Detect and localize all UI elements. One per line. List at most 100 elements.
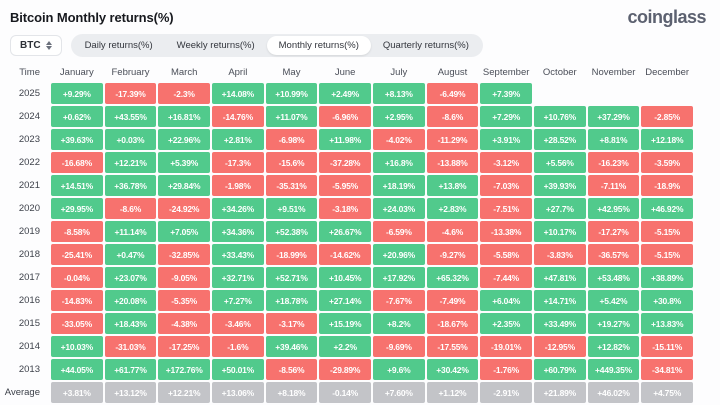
column-header-february: February (111, 67, 150, 78)
return-cell: -9.05% (158, 267, 210, 288)
column-header-july: July (390, 67, 408, 78)
return-cell: -6.59% (373, 221, 425, 242)
row-label-2019: 2019 (18, 226, 40, 237)
row-label-2025: 2025 (18, 88, 40, 99)
return-cell: -3.83% (534, 244, 586, 265)
tab-quarterly[interactable]: Quarterly returns(%) (382, 40, 469, 51)
return-cell: +1.12% (426, 382, 479, 403)
return-cell: -12.95% (534, 336, 586, 357)
tab-weekly[interactable]: Weekly returns(%) (176, 40, 255, 51)
return-cell: -6.98% (265, 129, 318, 150)
return-cell: -7.03% (480, 175, 532, 196)
return-cell: +29.84% (158, 175, 210, 196)
return-cell: +20.08% (104, 290, 157, 311)
table-body: 2025 +9.29% -17.39% -2.3% +14.08% +10.99% +2.4… (0, 82, 694, 405)
monthly-returns-table: Time January February March April May June July… (0, 63, 694, 405)
row-label-2020: 2020 (18, 203, 40, 214)
return-cell: -15.6% (265, 152, 318, 173)
return-cell: +50.01% (212, 359, 264, 380)
return-cell: +65.32% (426, 267, 479, 288)
return-cell: +13.12% (104, 382, 157, 403)
column-header-november: November (591, 67, 636, 78)
return-cell: +17.92% (373, 267, 425, 288)
return-cell: -29.89% (319, 359, 371, 380)
return-cell: +0.03% (104, 129, 157, 150)
return-cell: +43.55% (104, 106, 157, 127)
return-cell: -0.14% (319, 382, 371, 403)
return-cell: +8.18% (265, 382, 318, 403)
return-cell: +10.76% (534, 106, 586, 127)
return-cell-empty (588, 83, 640, 104)
row-label-2023: 2023 (18, 134, 40, 145)
return-cell: +12.21% (104, 152, 157, 173)
return-cell: -8.56% (265, 359, 318, 380)
return-cell: -9.69% (373, 336, 425, 357)
return-cell: -9.27% (426, 244, 479, 265)
return-cell: +0.47% (104, 244, 157, 265)
sort-arrows-icon (45, 41, 52, 50)
column-header-december: December (645, 67, 690, 78)
return-cell: +3.81% (51, 382, 103, 403)
return-cell: -32.85% (158, 244, 210, 265)
return-cell: -18.99% (265, 244, 318, 265)
row-label-2015: 2015 (18, 318, 40, 329)
column-header-august: August (437, 67, 468, 78)
return-cell: -14.76% (212, 106, 264, 127)
return-cell: -2.3% (158, 83, 210, 104)
return-cell: -18.9% (641, 175, 693, 196)
return-cell: -17.55% (426, 336, 479, 357)
return-cell: -1.98% (212, 175, 264, 196)
return-cell: -17.27% (587, 221, 640, 242)
return-cell: +39.93% (534, 175, 586, 196)
return-cell: -1.6% (212, 336, 264, 357)
return-cell: +2.49% (319, 83, 371, 104)
return-cell: -17.39% (104, 83, 157, 104)
column-header-september: September (482, 67, 530, 78)
return-cell: +18.78% (265, 290, 318, 311)
return-cell: -35.31% (265, 175, 318, 196)
return-cell: -5.95% (319, 175, 371, 196)
return-cell: +53.48% (587, 267, 640, 288)
return-cell: +39.46% (265, 336, 318, 357)
tab-daily[interactable]: Daily returns(%) (84, 40, 153, 51)
return-cell: -34.81% (641, 359, 693, 380)
row-label-2022: 2022 (18, 157, 40, 168)
return-cell: +12.18% (641, 129, 693, 150)
return-cell: +14.51% (51, 175, 103, 196)
tab-monthly[interactable]: Monthly returns(%) (266, 36, 371, 55)
return-cell: -7.49% (426, 290, 479, 311)
return-cell: -24.92% (158, 198, 210, 219)
return-cell: +13.06% (212, 382, 264, 403)
return-cell: -4.38% (158, 313, 210, 334)
return-cell: -3.18% (319, 198, 371, 219)
return-cell: +39.63% (51, 129, 103, 150)
toolbar: BTC Daily returns(%) Weekly returns(%) Mon… (0, 30, 720, 62)
column-header-time: Time (19, 67, 40, 78)
return-cell: -8.6% (426, 106, 479, 127)
return-cell: -7.44% (480, 267, 532, 288)
return-cell: +27.7% (534, 198, 586, 219)
return-cell: -31.03% (104, 336, 157, 357)
return-cell: +8.13% (373, 83, 425, 104)
app-header: Bitcoin Monthly returns(%) coinglass (0, 0, 720, 30)
return-cell: +7.05% (158, 221, 210, 242)
return-cell: +27.14% (319, 290, 371, 311)
return-cell: -16.68% (51, 152, 103, 173)
column-header-may: May (282, 67, 301, 78)
return-cell: +2.2% (319, 336, 371, 357)
return-cell: +52.71% (265, 267, 318, 288)
return-cell: +16.8% (373, 152, 425, 173)
page-title: Bitcoin Monthly returns(%) (10, 10, 174, 25)
return-cell: +7.27% (212, 290, 264, 311)
return-cell: +14.08% (212, 83, 264, 104)
return-cell: +29.95% (51, 198, 103, 219)
return-cell: +16.81% (158, 106, 210, 127)
symbol-selector[interactable]: BTC (10, 35, 62, 56)
return-cell: -15.11% (641, 336, 693, 357)
return-cell: -18.67% (426, 313, 479, 334)
return-cell: +21.89% (534, 382, 586, 403)
return-cell-empty (641, 83, 693, 104)
row-label-2013: 2013 (18, 364, 40, 375)
return-cell: +61.77% (104, 359, 157, 380)
return-cell: -8.58% (51, 221, 103, 242)
